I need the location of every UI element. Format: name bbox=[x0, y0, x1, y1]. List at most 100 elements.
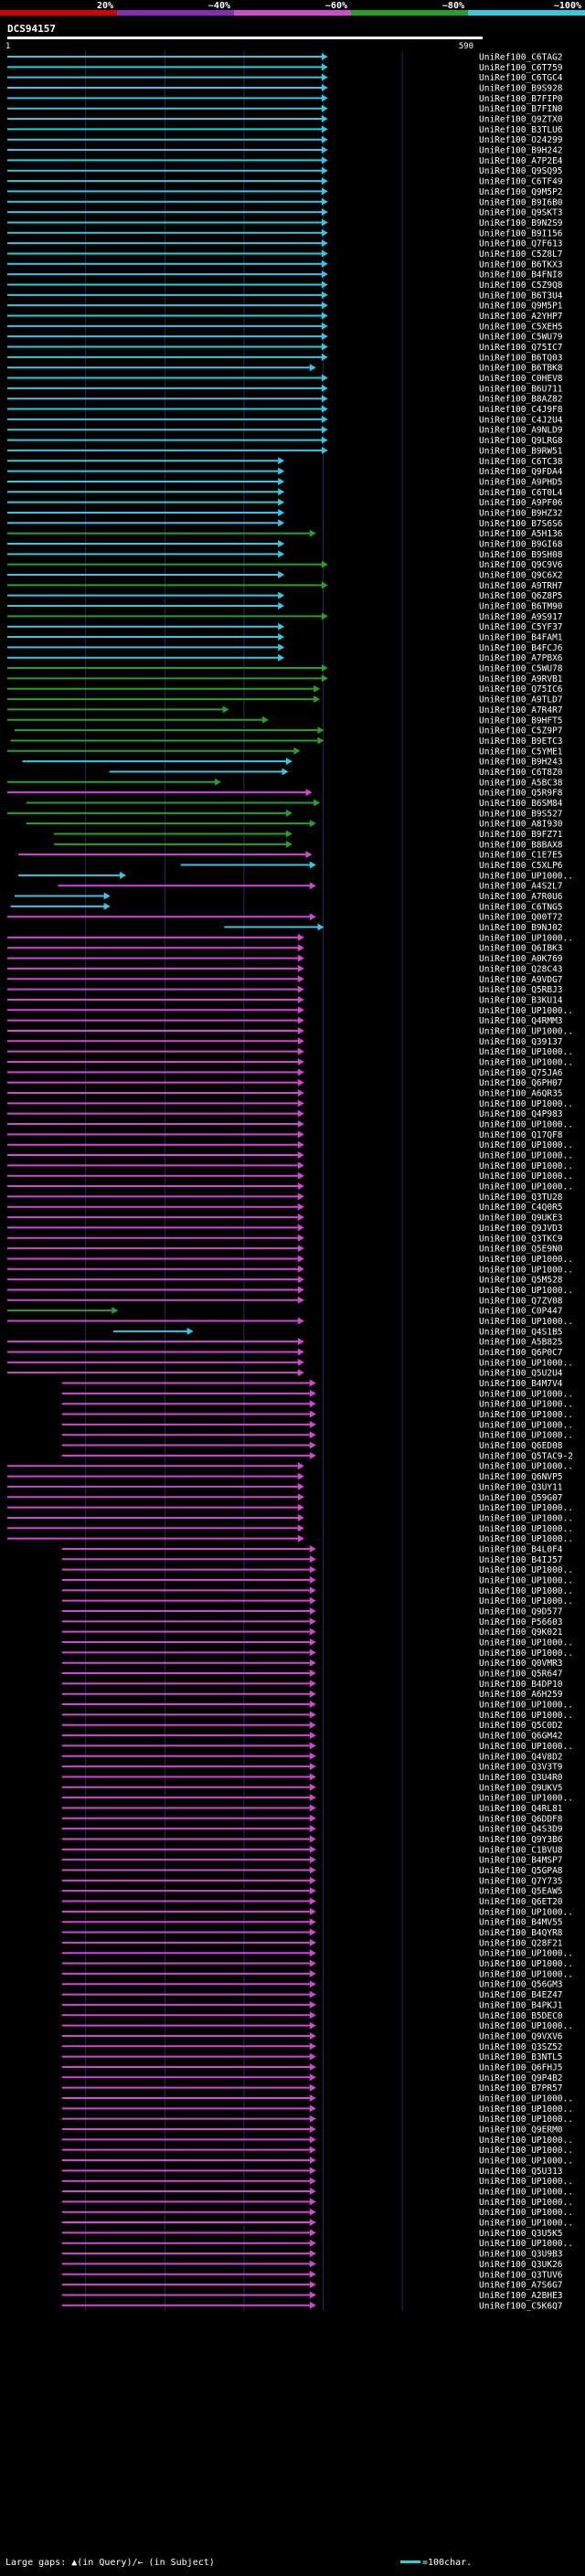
hit-label[interactable]: UniRef100_B9S928 bbox=[479, 84, 563, 94]
hit-label[interactable]: UniRef100_B9FZ71 bbox=[479, 830, 563, 840]
hit-label[interactable]: UniRef100_Q9D577 bbox=[479, 1607, 563, 1617]
hit-label[interactable]: UniRef100_UP1000.. bbox=[479, 1596, 573, 1606]
hit-label[interactable]: UniRef100_UP1000.. bbox=[479, 2188, 573, 2198]
hit-label[interactable]: UniRef100_B9S527 bbox=[479, 809, 563, 819]
hit-label[interactable]: UniRef100_UP1000.. bbox=[479, 1151, 573, 1161]
hit-label[interactable]: UniRef100_UP1000.. bbox=[479, 1575, 573, 1585]
hit-label[interactable]: UniRef100_UP1000.. bbox=[479, 2146, 573, 2156]
hit-label[interactable]: UniRef100_B9SH08 bbox=[479, 550, 563, 560]
hit-label[interactable]: UniRef100_Q4S3D9 bbox=[479, 1825, 563, 1835]
hit-label[interactable]: UniRef100_Q75IC6 bbox=[479, 684, 563, 694]
hit-label[interactable]: UniRef100_A9PHD5 bbox=[479, 477, 563, 487]
hit-label[interactable]: UniRef100_B6TM90 bbox=[479, 602, 563, 612]
hit-label[interactable]: UniRef100_Q3U5K5 bbox=[479, 2229, 563, 2239]
hit-label[interactable]: UniRef100_C4J2U4 bbox=[479, 415, 563, 425]
hit-label[interactable]: UniRef100_C4Q0R5 bbox=[479, 1203, 563, 1213]
hit-label[interactable]: UniRef100_UP1000.. bbox=[479, 1701, 573, 1711]
hit-label[interactable]: UniRef100_Q3UY11 bbox=[479, 1482, 563, 1492]
hit-label[interactable]: UniRef100_UP1000.. bbox=[479, 1534, 573, 1544]
hit-label[interactable]: UniRef100_B4EZ47 bbox=[479, 1990, 563, 2000]
hit-label[interactable]: UniRef100_A6QR35 bbox=[479, 1089, 563, 1099]
hit-label[interactable]: UniRef100_B6TQ03 bbox=[479, 353, 563, 363]
hit-label[interactable]: UniRef100_B8AZ82 bbox=[479, 395, 563, 405]
hit-label[interactable]: UniRef100_UP1000.. bbox=[479, 2157, 573, 2167]
hit-label[interactable]: UniRef100_Q9SQ95 bbox=[479, 166, 563, 176]
hit-label[interactable]: UniRef100_Q3TUV6 bbox=[479, 2270, 563, 2280]
hit-label[interactable]: UniRef100_Q5TAC9-2 bbox=[479, 1451, 573, 1461]
hit-label[interactable]: UniRef100_A9PF06 bbox=[479, 498, 563, 508]
hit-label[interactable]: UniRef100_Q7F613 bbox=[479, 239, 563, 249]
hit-label[interactable]: UniRef100_Q56GM3 bbox=[479, 1980, 563, 1990]
hit-label[interactable]: UniRef100_C6TAG2 bbox=[479, 53, 563, 63]
hit-label[interactable]: UniRef100_B9NJ02 bbox=[479, 923, 563, 933]
hit-label[interactable]: UniRef100_Q5GPA8 bbox=[479, 1866, 563, 1876]
hit-label[interactable]: UniRef100_Q3U9B3 bbox=[479, 2250, 563, 2260]
hit-label[interactable]: UniRef100_B9N2S9 bbox=[479, 218, 563, 228]
hit-label[interactable]: UniRef100_Q6DDF8 bbox=[479, 1814, 563, 1824]
hit-label[interactable]: UniRef100_UP1000.. bbox=[479, 1907, 573, 1917]
hit-label[interactable]: UniRef100_Q9M5P2 bbox=[479, 187, 563, 197]
hit-label[interactable]: UniRef100_Q4V8D2 bbox=[479, 1752, 563, 1762]
hit-label[interactable]: UniRef100_C0P447 bbox=[479, 1307, 563, 1317]
hit-label[interactable]: UniRef100_B8BAX8 bbox=[479, 840, 563, 850]
hit-label[interactable]: UniRef100_C1E7E5 bbox=[479, 851, 563, 861]
hit-label[interactable]: UniRef100_UP1000.. bbox=[479, 2104, 573, 2115]
hit-label[interactable]: UniRef100_UP1000.. bbox=[479, 1949, 573, 1959]
hit-label[interactable]: UniRef100_Q6PH07 bbox=[479, 1078, 563, 1088]
hit-label[interactable]: UniRef100_UP1000.. bbox=[479, 1959, 573, 1969]
hit-label[interactable]: UniRef100_Q4RL81 bbox=[479, 1804, 563, 1814]
hit-label[interactable]: UniRef100_B7S6S6 bbox=[479, 519, 563, 529]
hit-label[interactable]: UniRef100_UP1000.. bbox=[479, 1648, 573, 1659]
hit-label[interactable]: UniRef100_Q6IBK3 bbox=[479, 944, 563, 954]
hit-label[interactable]: UniRef100_UP1000.. bbox=[479, 1286, 573, 1296]
hit-label[interactable]: UniRef100_C5YME1 bbox=[479, 747, 563, 757]
hit-label[interactable]: UniRef100_C5K6Q7 bbox=[479, 2301, 563, 2311]
hit-label[interactable]: UniRef100_A7P2E4 bbox=[479, 156, 563, 166]
hit-label[interactable]: UniRef100_B7FIP0 bbox=[479, 94, 563, 104]
hit-label[interactable]: UniRef100_B9I6B0 bbox=[479, 197, 563, 207]
hit-label[interactable]: UniRef100_Q9P4B2 bbox=[479, 2073, 563, 2083]
hit-label[interactable]: UniRef100_C5Z8L7 bbox=[479, 249, 563, 260]
hit-label[interactable]: UniRef100_UP1000.. bbox=[479, 1317, 573, 1327]
hit-label[interactable]: UniRef100_Q3U4R0 bbox=[479, 1773, 563, 1783]
hit-label[interactable]: UniRef100_C6TC38 bbox=[479, 457, 563, 467]
hit-label[interactable]: UniRef100_Q4RMM3 bbox=[479, 1016, 563, 1026]
hit-label[interactable]: UniRef100_Q5C0D2 bbox=[479, 1721, 563, 1731]
hit-label[interactable]: UniRef100_UP1000.. bbox=[479, 1358, 573, 1368]
hit-label[interactable]: UniRef100_Q6ET20 bbox=[479, 1897, 563, 1907]
hit-label[interactable]: UniRef100_UP1000.. bbox=[479, 933, 573, 943]
hit-label[interactable]: UniRef100_B7FIN0 bbox=[479, 104, 563, 114]
hit-label[interactable]: UniRef100_Q6NVP5 bbox=[479, 1472, 563, 1482]
hit-label[interactable]: UniRef100_C6T759 bbox=[479, 63, 563, 73]
hit-label[interactable]: UniRef100_Q5RBJ3 bbox=[479, 985, 563, 995]
hit-label[interactable]: UniRef100_B4L0F4 bbox=[479, 1544, 563, 1554]
hit-label[interactable]: UniRef100_Q9C9V6 bbox=[479, 560, 563, 570]
hit-label[interactable]: UniRef100_Q7Y735 bbox=[479, 1876, 563, 1886]
hit-label[interactable]: UniRef100_B4FNI8 bbox=[479, 270, 563, 281]
hit-label[interactable]: UniRef100_UP1000.. bbox=[479, 1586, 573, 1596]
hit-label[interactable]: UniRef100_UP1000.. bbox=[479, 2219, 573, 2229]
hit-label[interactable]: UniRef100_Q9LRG8 bbox=[479, 436, 563, 446]
hit-label[interactable]: UniRef100_B3TLU6 bbox=[479, 125, 563, 135]
hit-label[interactable]: UniRef100_C5Z9P7 bbox=[479, 726, 563, 737]
hit-label[interactable]: UniRef100_C6TNG5 bbox=[479, 902, 563, 912]
hit-label[interactable]: UniRef100_C5YF37 bbox=[479, 622, 563, 632]
hit-label[interactable]: UniRef100_A7PBX6 bbox=[479, 653, 563, 663]
hit-label[interactable]: UniRef100_C6T0L4 bbox=[479, 488, 563, 498]
hit-label[interactable]: UniRef100_UP1000.. bbox=[479, 1565, 573, 1575]
hit-label[interactable]: UniRef100_B4MV55 bbox=[479, 1918, 563, 1928]
hit-label[interactable]: UniRef100_Q9ZTX0 bbox=[479, 115, 563, 125]
hit-label[interactable]: UniRef100_UP1000.. bbox=[479, 1140, 573, 1150]
hit-label[interactable]: UniRef100_UP1000.. bbox=[479, 1503, 573, 1513]
hit-label[interactable]: UniRef100_UP1000.. bbox=[479, 1513, 573, 1523]
hit-label[interactable]: UniRef100_B9HZ32 bbox=[479, 508, 563, 518]
hit-label[interactable]: UniRef100_C6TF49 bbox=[479, 177, 563, 187]
hit-label[interactable]: UniRef100_Q4P983 bbox=[479, 1109, 563, 1119]
hit-label[interactable]: UniRef100_B6SM84 bbox=[479, 799, 563, 809]
hit-label[interactable]: UniRef100_Q6FHJ5 bbox=[479, 2062, 563, 2072]
hit-label[interactable]: UniRef100_Q6P0C7 bbox=[479, 1348, 563, 1358]
hit-label[interactable]: UniRef100_UP1000.. bbox=[479, 1099, 573, 1109]
hit-label[interactable]: UniRef100_UP1000.. bbox=[479, 1171, 573, 1182]
hit-label[interactable]: UniRef100_B5DEC0 bbox=[479, 2011, 563, 2021]
hit-label[interactable]: UniRef100_Q28F21 bbox=[479, 1938, 563, 1948]
